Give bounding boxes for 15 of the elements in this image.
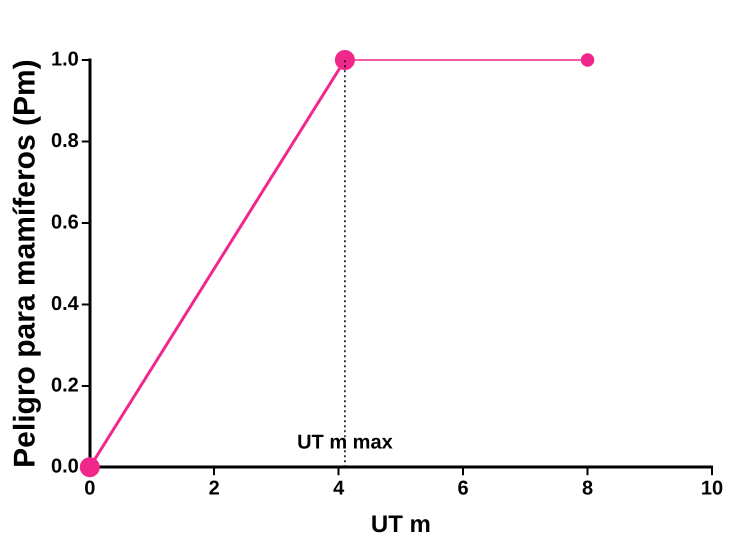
y-tick-label: 0.8 xyxy=(50,130,79,152)
x-tick-label: 6 xyxy=(458,478,469,500)
x-tick-label: 4 xyxy=(333,478,346,500)
y-axis-title: Peligro para mamíferos (Pm) xyxy=(8,59,42,468)
ref-line-label: UT m max xyxy=(297,432,393,454)
y-tick-label: 1.0 xyxy=(50,48,79,71)
x-tick-label: 2 xyxy=(208,478,220,500)
y-tick-label: 0.4 xyxy=(50,292,80,315)
x-axis-title: UT m xyxy=(370,511,431,538)
y-tick-label: 0.2 xyxy=(50,374,79,396)
x-tick-label: 0 xyxy=(84,478,96,500)
x-tick-label: 10 xyxy=(700,478,724,500)
y-tick-label: 0.0 xyxy=(50,456,79,478)
x-tick-label: 8 xyxy=(582,478,594,500)
y-tick-label: 0.6 xyxy=(50,211,79,234)
